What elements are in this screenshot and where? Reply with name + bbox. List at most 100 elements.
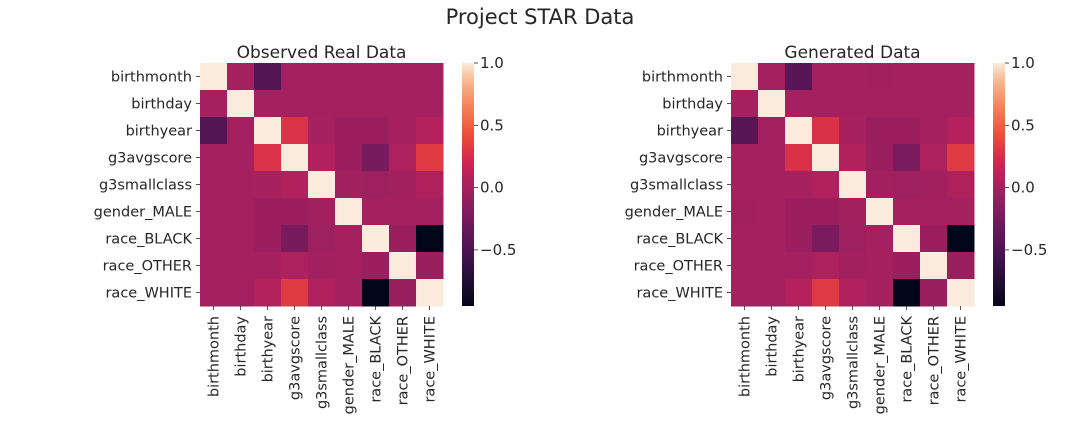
heatmap-cell-g3avgscore-g3avgscore (812, 144, 840, 172)
heatmap-cell-race_BLACK-race_BLACK (893, 225, 921, 253)
y-tick-label-birthmonth: birthmonth (642, 70, 723, 86)
heatmap-cell-g3avgscore-gender_MALE (335, 144, 363, 172)
heatmap-cell-birthday-birthyear (785, 90, 813, 118)
heatmap-cell-race_BLACK-race_WHITE (416, 225, 444, 253)
x-tick-label-gender_MALE: gender_MALE (873, 316, 889, 414)
heatmap-cell-g3smallclass-race_WHITE (947, 171, 975, 199)
heatmap-cell-g3smallclass-g3avgscore (812, 171, 840, 199)
heatmap-cell-gender_MALE-birthday (227, 198, 255, 226)
heatmap-cell-race_BLACK-race_BLACK (362, 225, 390, 253)
heatmap-cell-race_WHITE-race_OTHER (389, 279, 417, 307)
heatmap-cell-g3avgscore-race_BLACK (362, 144, 390, 172)
heatmap-cell-gender_MALE-g3smallclass (308, 198, 336, 226)
heatmap-cell-race_WHITE-birthmonth (200, 279, 228, 307)
x-tick-label-birthday: birthday (234, 316, 250, 377)
heatmap-cell-birthday-gender_MALE (866, 90, 894, 118)
heatmap-cell-g3smallclass-race_OTHER (389, 171, 417, 199)
heatmap-cell-birthday-birthmonth (200, 90, 228, 118)
heatmap-cell-g3smallclass-birthmonth (200, 171, 228, 199)
x-tick-label-g3smallclass: g3smallclass (846, 316, 862, 409)
colorbar-tick-label: 0.0 (1011, 179, 1035, 197)
heatmap-cell-gender_MALE-birthyear (785, 198, 813, 226)
heatmap-cell-race_BLACK-birthmonth (731, 225, 759, 253)
heatmap-cell-g3smallclass-g3smallclass (308, 171, 336, 199)
heatmap-cell-birthyear-birthyear (254, 117, 282, 145)
panel-title: Observed Real Data (237, 43, 407, 63)
heatmap-cell-birthday-birthyear (254, 90, 282, 118)
colorbar-tick-label: 0.0 (480, 179, 504, 197)
figure-suptitle: Project STAR Data (446, 5, 635, 29)
heatmap-cell-g3avgscore-birthmonth (200, 144, 228, 172)
panel-title: Generated Data (784, 43, 920, 63)
heatmap-cell-birthmonth-race_BLACK (893, 63, 921, 91)
heatmap-cell-g3smallclass-race_BLACK (362, 171, 390, 199)
y-tick-label-birthyear: birthyear (126, 124, 192, 140)
x-tick-label-g3avgscore: g3avgscore (288, 316, 304, 400)
colorbar-tick-label: −0.5 (1011, 241, 1047, 259)
heatmap-cell-birthyear-g3avgscore (281, 117, 309, 145)
heatmap-cell-g3smallclass-birthday (758, 171, 786, 199)
heatmap-cell-race_BLACK-race_OTHER (389, 225, 417, 253)
heatmap-cell-race_BLACK-birthyear (254, 225, 282, 253)
heatmap-cell-g3avgscore-birthyear (785, 144, 813, 172)
heatmap-cell-race_WHITE-race_BLACK (362, 279, 390, 307)
heatmap-cell-birthyear-birthmonth (731, 117, 759, 145)
heatmap-cell-birthday-g3avgscore (812, 90, 840, 118)
heatmap-cell-g3smallclass-gender_MALE (335, 171, 363, 199)
heatmap-cell-g3avgscore-g3smallclass (839, 144, 867, 172)
heatmap-cell-race_OTHER-birthday (758, 252, 786, 280)
heatmap-cell-birthmonth-birthday (227, 63, 255, 91)
heatmap-cell-race_OTHER-birthday (227, 252, 255, 280)
x-tick-label-birthday: birthday (765, 316, 781, 377)
heatmap-cell-g3avgscore-g3smallclass (308, 144, 336, 172)
heatmap-cell-birthday-race_OTHER (389, 90, 417, 118)
heatmap-cell-gender_MALE-birthmonth (200, 198, 228, 226)
heatmap-cell-g3avgscore-gender_MALE (866, 144, 894, 172)
heatmap-cell-race_OTHER-race_BLACK (893, 252, 921, 280)
heatmap-cell-gender_MALE-birthmonth (731, 198, 759, 226)
heatmap-cell-race_OTHER-gender_MALE (335, 252, 363, 280)
heatmap-cell-birthyear-birthmonth (200, 117, 228, 145)
heatmap-cell-race_OTHER-birthmonth (731, 252, 759, 280)
colorbar-tick-label: 1.0 (1011, 54, 1035, 72)
x-tick-label-race_WHITE: race_WHITE (423, 316, 439, 403)
y-tick-label-birthday: birthday (131, 97, 192, 113)
heatmap-cell-race_OTHER-g3smallclass (308, 252, 336, 280)
heatmap-cell-birthyear-g3smallclass (308, 117, 336, 145)
heatmap-cell-race_OTHER-race_WHITE (947, 252, 975, 280)
heatmap-cell-g3avgscore-race_WHITE (416, 144, 444, 172)
x-tick-label-race_BLACK: race_BLACK (900, 316, 916, 403)
heatmap-cell-race_BLACK-g3avgscore (812, 225, 840, 253)
heatmap-cell-gender_MALE-birthday (758, 198, 786, 226)
heatmap-cell-gender_MALE-race_BLACK (362, 198, 390, 226)
heatmap-cell-race_WHITE-g3avgscore (281, 279, 309, 307)
heatmap-cell-birthyear-race_BLACK (893, 117, 921, 145)
heatmap-cell-birthmonth-gender_MALE (335, 63, 363, 91)
heatmap-cell-birthmonth-race_WHITE (947, 63, 975, 91)
heatmap-cell-race_BLACK-g3smallclass (839, 225, 867, 253)
heatmap-cell-birthday-g3smallclass (308, 90, 336, 118)
panel-generated-data: Generated Data birthmonth birthday birthyea… (625, 43, 1048, 414)
heatmap-cell-race_BLACK-gender_MALE (335, 225, 363, 253)
x-tick-label-gender_MALE: gender_MALE (342, 316, 358, 414)
colorbar-tick-label: −0.5 (480, 241, 516, 259)
y-tick-label-g3avgscore: g3avgscore (639, 151, 723, 167)
heatmap-cell-birthday-race_BLACK (362, 90, 390, 118)
heatmap-cell-birthday-birthday (758, 90, 786, 118)
heatmap-cell-birthmonth-race_WHITE (416, 63, 444, 91)
y-tick-label-race_BLACK: race_BLACK (636, 232, 723, 248)
heatmap-cell-gender_MALE-race_BLACK (893, 198, 921, 226)
heatmap-cell-race_WHITE-birthday (758, 279, 786, 307)
y-tick-label-gender_MALE: gender_MALE (625, 205, 723, 221)
heatmap-cell-g3smallclass-g3smallclass (839, 171, 867, 199)
heatmap-cell-race_BLACK-birthday (758, 225, 786, 253)
x-tick-label-birthyear: birthyear (792, 316, 808, 382)
heatmap-cell-birthmonth-g3avgscore (281, 63, 309, 91)
heatmap-cell-g3avgscore-birthday (758, 144, 786, 172)
heatmap-cell-birthday-g3smallclass (839, 90, 867, 118)
y-tick-label-birthmonth: birthmonth (111, 70, 192, 86)
colorbar (993, 63, 1005, 306)
heatmap-cell-gender_MALE-race_OTHER (389, 198, 417, 226)
heatmap-cell-race_OTHER-race_BLACK (362, 252, 390, 280)
heatmap-cell-birthmonth-race_OTHER (389, 63, 417, 91)
